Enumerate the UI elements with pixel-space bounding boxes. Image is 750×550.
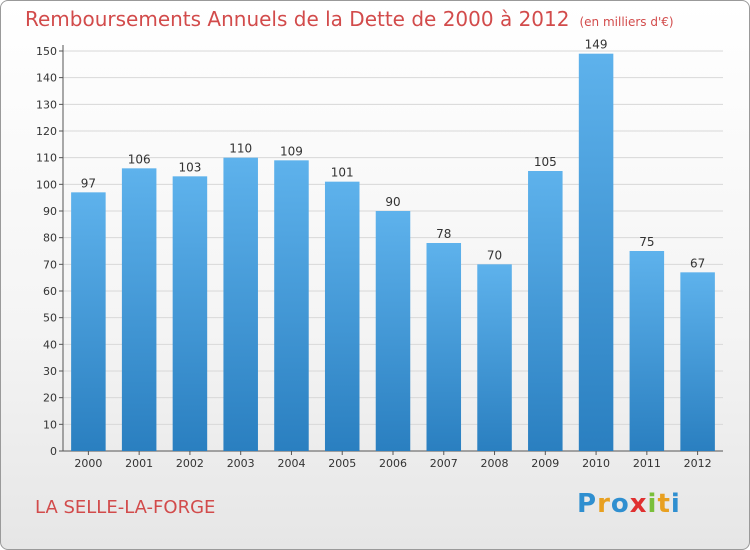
- bar-2009: [528, 171, 563, 451]
- bar-2002: [172, 176, 208, 452]
- data-label-2000: 97: [81, 176, 96, 190]
- bar-2004: [274, 160, 309, 452]
- data-label-2005: 101: [331, 166, 354, 180]
- bar-2005: [324, 181, 360, 451]
- data-label-2006: 90: [385, 195, 400, 209]
- bar-2000: [71, 192, 106, 452]
- y-tick-label: 10: [43, 418, 57, 431]
- x-tick-label-2003: 2003: [227, 457, 255, 470]
- y-tick-label: 120: [36, 125, 57, 138]
- y-tick-label: 140: [36, 72, 57, 85]
- y-tick-label: 20: [43, 392, 57, 405]
- bar-2008: [477, 264, 512, 451]
- data-label-2007: 78: [436, 227, 451, 241]
- data-label-2012: 67: [690, 256, 705, 270]
- y-tick-label: 0: [50, 445, 57, 458]
- x-tick-label-2006: 2006: [379, 457, 407, 470]
- bars: [71, 53, 715, 452]
- data-label-2004: 109: [280, 144, 303, 158]
- chart-title-text: Remboursements Annuels de la Dette de 20…: [25, 7, 570, 31]
- y-tick-label: 40: [43, 338, 57, 351]
- bar-2001: [121, 168, 157, 452]
- y-tick-label: 70: [43, 258, 57, 271]
- proxiti-logo: Proxiti: [577, 489, 681, 519]
- data-label-2001: 106: [128, 152, 151, 166]
- data-label-2011: 75: [639, 235, 654, 249]
- y-tick-label: 150: [36, 45, 57, 58]
- axes: 0 10 20 30 40 50 60 70 80 90 100 110 120 130 140 150 200…: [36, 45, 723, 470]
- data-label-2003: 110: [229, 142, 252, 156]
- chart-unit: (en milliers d'€): [579, 15, 674, 29]
- y-tick-label: 60: [43, 285, 57, 298]
- data-labels: 97 106 103 110 109 101 90 78 70 105 149 75 67: [81, 38, 706, 271]
- x-tick-label-2007: 2007: [430, 457, 458, 470]
- data-label-2002: 103: [178, 160, 201, 174]
- bar-2007: [426, 243, 462, 451]
- y-tick-label: 90: [43, 205, 57, 218]
- bar-2006: [375, 211, 411, 451]
- bar-2003: [223, 157, 258, 451]
- x-tick-label-2001: 2001: [125, 457, 153, 470]
- x-tick-label-2011: 2011: [633, 457, 661, 470]
- x-tick-label-2000: 2000: [74, 457, 102, 470]
- x-tick-label-2005: 2005: [328, 457, 356, 470]
- y-tick-label: 110: [36, 152, 57, 165]
- x-tick-label-2008: 2008: [481, 457, 509, 470]
- data-label-2009: 105: [534, 155, 557, 169]
- x-tick-label-2002: 2002: [176, 457, 204, 470]
- x-tick-label-2004: 2004: [277, 457, 305, 470]
- data-label-2010: 149: [585, 38, 608, 52]
- y-tick-label: 30: [43, 365, 57, 378]
- y-tick-label: 130: [36, 98, 57, 111]
- bar-2010: [578, 53, 614, 452]
- y-tick-label: 50: [43, 312, 57, 325]
- x-tick-label-2009: 2009: [531, 457, 559, 470]
- x-tick-label-2012: 2012: [684, 457, 712, 470]
- bar-2011: [629, 251, 665, 451]
- chart-title: Remboursements Annuels de la Dette de 20…: [25, 7, 674, 31]
- city-name: LA SELLE-LA-FORGE: [35, 497, 216, 518]
- y-tick-label: 100: [36, 178, 57, 191]
- x-tick-label-2010: 2010: [582, 457, 610, 470]
- y-tick-label: 80: [43, 232, 57, 245]
- bar-2012: [680, 272, 715, 451]
- data-label-2008: 70: [487, 248, 502, 262]
